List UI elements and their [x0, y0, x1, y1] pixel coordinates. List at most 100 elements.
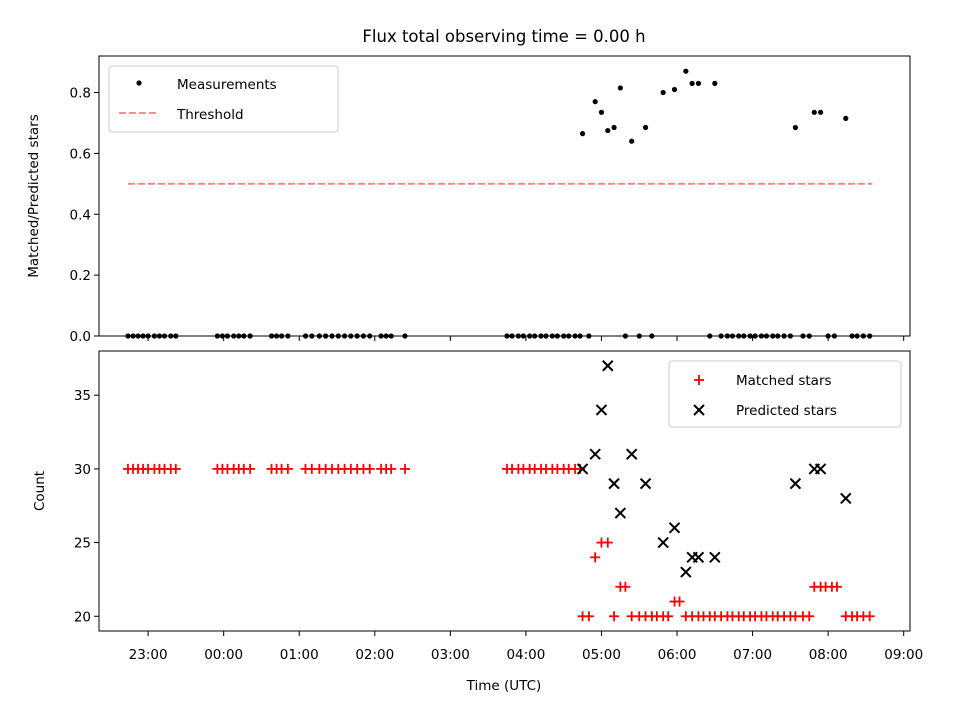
- y-tick-label: 0.8: [70, 86, 91, 102]
- measurement-point: [592, 99, 598, 105]
- x-stroke: [668, 522, 681, 534]
- matched-point: [170, 463, 181, 474]
- legend-threshold-label: Threshold: [176, 107, 244, 123]
- x-stroke: [625, 448, 638, 460]
- x-tick-label: 01:00: [280, 647, 319, 663]
- measurement-point: [642, 124, 649, 131]
- predicted-point: [789, 477, 802, 490]
- x-tick-label: 06:00: [658, 647, 697, 663]
- measurement-point: [660, 89, 666, 96]
- measurement-point: [817, 109, 824, 115]
- matched-point: [804, 611, 815, 622]
- x-stroke: [576, 463, 589, 475]
- matched-point: [674, 596, 685, 607]
- predicted-point: [576, 463, 589, 475]
- y-tick-label: 20: [74, 609, 91, 625]
- x-tick-label: 00:00: [204, 647, 243, 663]
- x-tick-label: 03:00: [431, 647, 470, 663]
- predicted-point: [668, 522, 681, 534]
- x-stroke: [614, 507, 627, 519]
- bottom-panel: 20 25 30 35 23:00 00:00 01:00 02:00 03:00 04:00 0…: [32, 350, 923, 694]
- measurement-point: [689, 80, 695, 86]
- matched-point: [602, 537, 613, 548]
- measurement-point: [811, 109, 817, 115]
- x-stroke: [639, 477, 652, 490]
- measurement-point: [695, 80, 702, 86]
- predicted-point: [680, 566, 692, 578]
- top-x-axis: [147, 336, 905, 341]
- x-stroke: [692, 551, 705, 564]
- predicted-point: [814, 463, 827, 475]
- top-y-axis-label: Matched/Predicted stars: [26, 114, 42, 277]
- y-tick-label: 30: [74, 462, 91, 478]
- x-stroke: [789, 477, 802, 490]
- top-axes-frame: [98, 55, 911, 337]
- bottom-x-axis: 23:00 00:00 01:00 02:00 03:00 04:00 05:00 06:00…: [129, 631, 923, 663]
- legend-measurement-label: Measurements: [177, 77, 277, 93]
- measurement-point: [792, 124, 799, 131]
- x-stroke: [589, 448, 601, 460]
- predicted-point: [608, 477, 620, 490]
- x-stroke: [657, 536, 669, 549]
- measurement-point: [611, 124, 617, 131]
- x-tick-label: 05:00: [582, 647, 621, 663]
- x-stroke: [608, 477, 620, 490]
- top-legend: Measurements Threshold: [108, 65, 339, 133]
- legend-matched-marker: [694, 375, 704, 385]
- y-tick-label: 25: [74, 536, 91, 552]
- y-tick-label: 0.0: [70, 329, 91, 345]
- bottom-y-axis-label: Count: [32, 471, 48, 511]
- measurement-point: [683, 68, 689, 74]
- bottom-legend: Matched stars Predicted stars: [668, 360, 902, 428]
- matched-point: [386, 463, 397, 474]
- measurement-point: [598, 109, 605, 115]
- matched-point: [620, 581, 631, 592]
- matched-point: [245, 463, 256, 474]
- y-tick-label: 0.4: [70, 207, 91, 223]
- measurement-point: [671, 86, 678, 93]
- measurement-point: [579, 131, 586, 137]
- legend-measurement-marker: [136, 80, 142, 86]
- x-tick-label: 02:00: [355, 647, 394, 663]
- x-stroke: [693, 404, 705, 416]
- top-y-axis: 0.0 0.2 0.4 0.6 0.8: [70, 86, 99, 345]
- matched-point: [583, 611, 594, 622]
- measurement-point: [843, 115, 849, 121]
- matched-point: [590, 552, 601, 563]
- x-axis-label: Time (UTC): [466, 678, 542, 694]
- predicted-point: [614, 507, 627, 519]
- matched-point: [400, 463, 411, 474]
- matched-point: [663, 611, 674, 622]
- matched-point: [831, 581, 842, 592]
- y-tick-label: 0.6: [70, 146, 91, 162]
- x-stroke: [709, 551, 721, 564]
- legend-predicted-marker: [693, 404, 705, 416]
- x-tick-label: 08:00: [809, 647, 848, 663]
- y-tick-label: 0.2: [70, 268, 91, 284]
- bottom-y-axis: 20 25 30 35: [74, 388, 99, 625]
- predicted-point: [625, 448, 638, 460]
- measurement-point: [712, 80, 718, 86]
- predicted-point: [709, 551, 721, 564]
- matched-point: [864, 611, 875, 622]
- measurement-point: [617, 85, 623, 91]
- x-stroke: [680, 566, 692, 578]
- y-tick-label: 35: [74, 388, 91, 404]
- predicted-point: [602, 360, 614, 372]
- x-tick-label: 07:00: [733, 647, 772, 663]
- legend-box: [108, 65, 339, 133]
- matched-point: [282, 463, 293, 474]
- x-stroke: [814, 463, 827, 475]
- x-stroke: [595, 404, 608, 416]
- legend-box: [668, 360, 902, 428]
- x-tick-label: 23:00: [129, 647, 168, 663]
- measurement-point: [605, 127, 611, 134]
- x-tick-label: 04:00: [506, 647, 545, 663]
- bottom-axes-frame: [98, 350, 911, 632]
- predicted-point: [595, 404, 608, 416]
- top-panel: 0.00.20.40.60.8 Matched/Predicted stars …: [26, 55, 911, 345]
- legend-predicted-label: Predicted stars: [736, 403, 837, 419]
- x-tick-label: 09:00: [884, 647, 923, 663]
- predicted-point: [840, 492, 852, 505]
